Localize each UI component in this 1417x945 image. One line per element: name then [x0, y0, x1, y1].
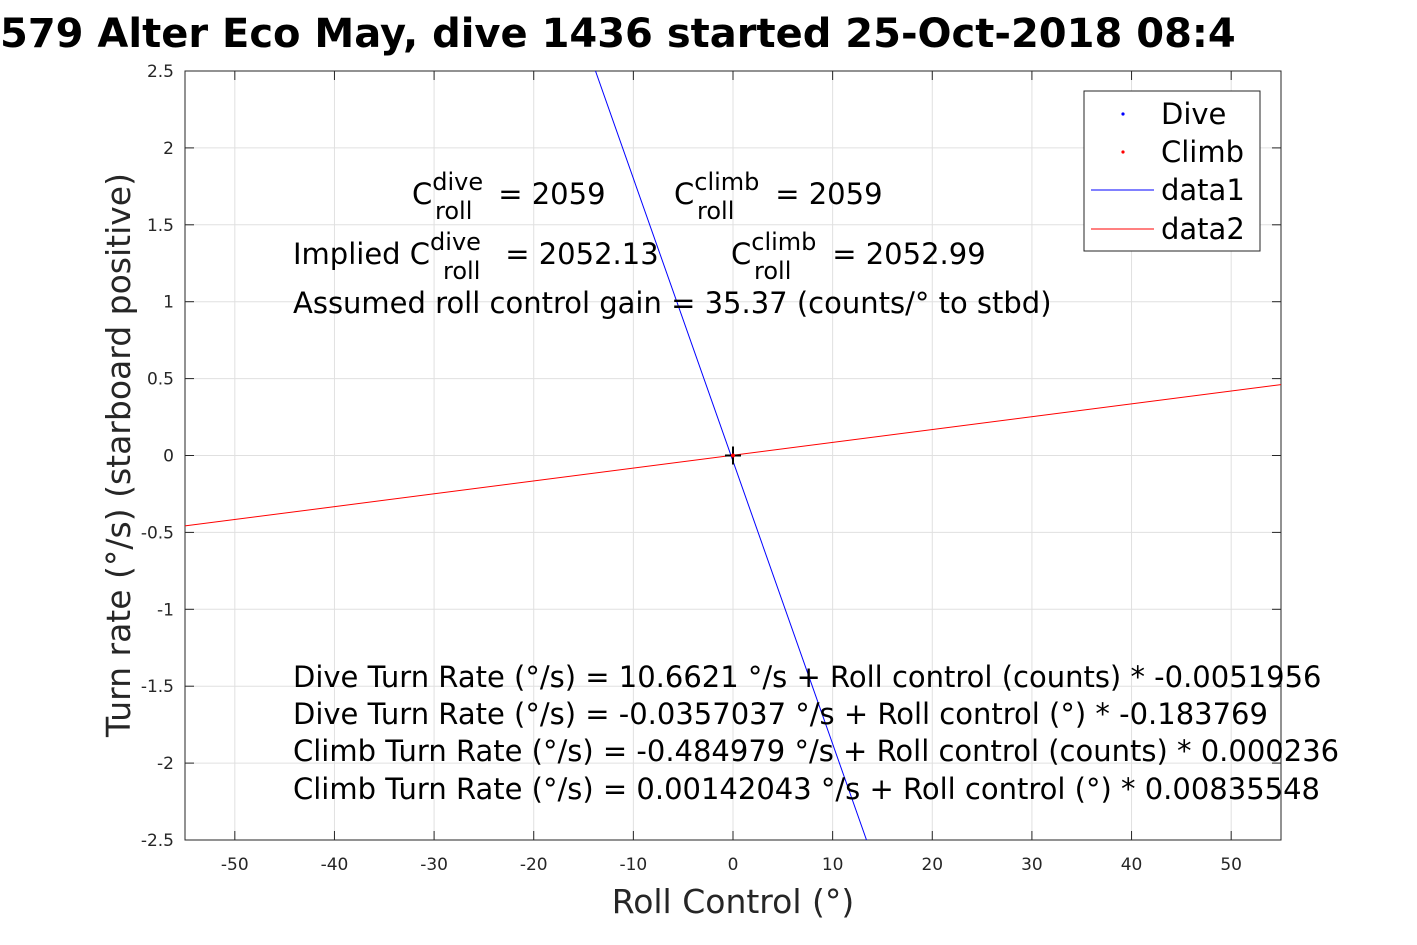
- annotation-c-roll-climb: Cclimb roll = 2059: [674, 168, 883, 225]
- y-tick-label: -1.5: [141, 677, 174, 697]
- x-tick-label: 50: [1220, 855, 1242, 875]
- x-tick-label: -20: [520, 855, 548, 875]
- legend-marker-dive: [1121, 112, 1125, 116]
- x-tick-labels: -50 -40 -30 -20 -10 0 10 20 30 40 50: [221, 855, 1242, 875]
- series-layer: [185, 71, 1281, 840]
- x-tick-label: 10: [822, 855, 844, 875]
- x-axis-label: Roll Control (°): [612, 882, 855, 921]
- y-axis-label: Turn rate (°/s) (starboard positive): [99, 173, 138, 738]
- x-tick-label: -50: [221, 855, 249, 875]
- chart-title: 579 Alter Eco May, dive 1436 started 25-…: [0, 11, 1236, 57]
- legend-label-dive: Dive: [1161, 97, 1226, 131]
- legend-box: [1083, 90, 1261, 252]
- x-tick-label: -40: [321, 855, 349, 875]
- x-tick-label: 30: [1021, 855, 1043, 875]
- y-tick-label: 2.5: [147, 62, 174, 82]
- axis-ticks: [185, 70, 1281, 841]
- annotation-fit-dive-counts: Dive Turn Rate (°/s) = 10.6621 °/s + Rol…: [293, 660, 1321, 694]
- annotation-implied-c-roll-dive: Implied Cdive roll = 2052.13: [293, 228, 659, 285]
- y-tick-label: 1.5: [147, 216, 174, 236]
- y-tick-label: 0.5: [147, 370, 174, 390]
- legend-label-data1: data1: [1161, 173, 1245, 207]
- y-tick-label: -1: [157, 600, 174, 620]
- legend-label-data2: data2: [1161, 212, 1245, 246]
- y-tick-label: 1: [163, 293, 174, 313]
- annotation-roll-gain: Assumed roll control gain = 35.37 (count…: [293, 286, 1052, 320]
- x-tick-label: -10: [619, 855, 647, 875]
- x-tick-label: 40: [1121, 855, 1143, 875]
- legend: Dive Climb data1 data2: [1083, 90, 1261, 252]
- x-tick-label: -30: [420, 855, 448, 875]
- y-tick-labels: -2.5 -2 -1.5 -1 -0.5 0 0.5 1 1.5 2 2.5: [141, 62, 174, 851]
- annotation-implied-c-roll-climb: Cclimb roll = 2052.99: [731, 228, 986, 285]
- annotation-c-roll-dive: Cdive roll = 2059: [412, 168, 606, 225]
- x-tick-label: 0: [728, 855, 739, 875]
- legend-marker-climb: [1121, 150, 1125, 154]
- legend-label-climb: Climb: [1161, 135, 1244, 169]
- y-tick-label: -0.5: [141, 523, 174, 543]
- annotation-fit-climb-degrees: Climb Turn Rate (°/s) = 0.00142043 °/s +…: [293, 772, 1320, 806]
- x-tick-label: 20: [921, 855, 943, 875]
- y-tick-label: 0: [163, 447, 174, 467]
- y-tick-label: -2: [157, 754, 174, 774]
- y-tick-label: 2: [163, 139, 174, 159]
- y-tick-label: -2.5: [141, 831, 174, 851]
- center-point: [731, 453, 735, 458]
- annotation-fit-dive-degrees: Dive Turn Rate (°/s) = -0.0357037 °/s + …: [293, 697, 1268, 731]
- annotation-fit-climb-counts: Climb Turn Rate (°/s) = -0.484979 °/s + …: [293, 734, 1339, 768]
